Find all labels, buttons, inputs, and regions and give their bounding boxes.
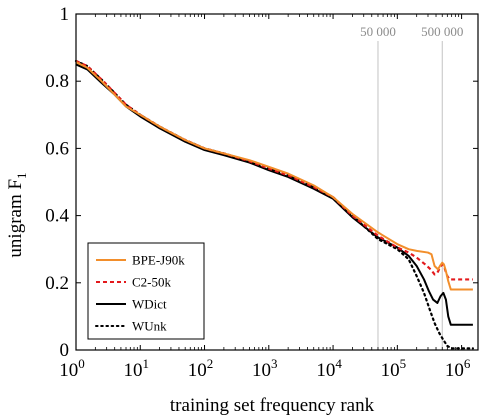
x-tick-label-6: 106 [445,356,471,381]
legend-label-0: BPE-J90k [132,253,185,268]
y-tick-label-0: 0 [60,340,70,361]
y-tick-label-4: 0.8 [45,71,69,92]
y-tick-label-2: 0.4 [45,206,69,227]
y-axis-label-group: unigram F1 [5,172,29,257]
reference-line-label-0: 50 000 [360,24,396,39]
x-tick-label-base: 10 [252,360,271,381]
x-tick-label-2: 102 [188,356,214,381]
x-axis-label: training set frequency rank [170,395,375,416]
x-tick-label-0: 100 [59,356,85,381]
plot-frame [75,13,479,351]
legend-label-2: WDict [132,297,167,312]
legend-label-3: WUnk [132,319,167,334]
x-tick-label-base: 10 [59,360,78,381]
x-tick-label-exponent: 1 [143,356,150,371]
y-axis-label-main: unigram F [5,179,26,258]
y-axis-label-subscript: 1 [14,172,29,179]
x-tick-label-exponent: 5 [400,356,407,371]
y-tick-label-5: 1 [60,4,70,25]
x-tick-label-exponent: 6 [464,356,471,371]
x-tick-label-5: 105 [381,356,407,381]
x-tick-label-exponent: 0 [78,356,85,371]
x-tick-label-base: 10 [381,360,400,381]
series-line-wdict [75,63,473,326]
reference-lines: 50 000 500 000 [360,24,463,350]
x-tick-label-base: 10 [316,360,335,381]
x-tick-label-exponent: 4 [335,356,342,371]
x-tick-label-exponent: 3 [271,356,278,371]
x-tick-label-1: 101 [124,356,150,381]
y-tick-label-1: 0.2 [45,273,69,294]
x-tick-label-base: 10 [124,360,143,381]
series-line-wunk [74,59,475,350]
series-line-bpe-j90k [75,61,473,291]
y-tick-label-3: 0.6 [45,138,69,159]
x-tick-label-3: 103 [252,356,278,381]
x-tick-label-exponent: 2 [207,356,214,371]
x-tick-label-base: 10 [445,360,464,381]
y-axis-label: unigram F1 [5,172,29,257]
axis-ticks [75,13,478,351]
series-lines [74,59,475,350]
reference-line-label-1: 500 000 [421,24,463,39]
x-tick-label-base: 10 [188,360,207,381]
legend: BPE-J90k C2-50k WDict WUnk [87,242,205,340]
legend-label-1: C2-50k [132,275,172,290]
x-tick-label-4: 104 [316,356,342,381]
